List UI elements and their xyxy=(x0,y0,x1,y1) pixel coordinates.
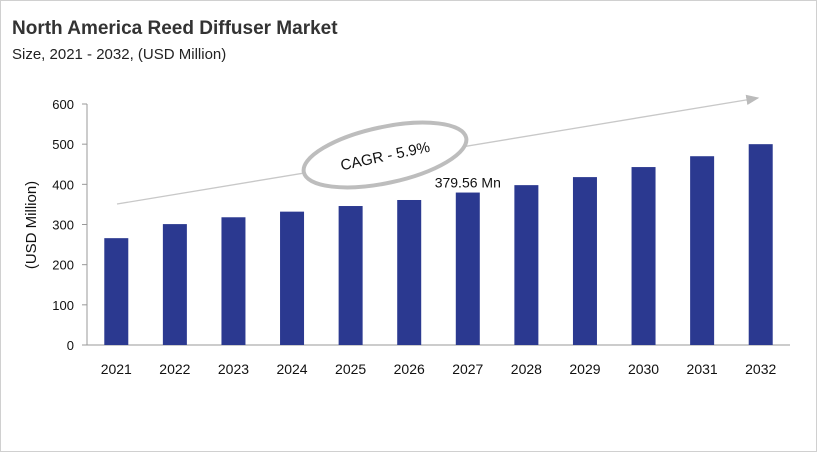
bar-2032 xyxy=(748,144,773,345)
y-tick-label: 200 xyxy=(52,258,74,273)
y-tick-label: 500 xyxy=(52,137,74,152)
x-tick-label: 2024 xyxy=(276,361,307,377)
x-tick-label: 2025 xyxy=(335,361,366,377)
cagr-ellipse xyxy=(301,120,469,190)
x-tick-label: 2028 xyxy=(511,361,542,377)
x-tick-label: 2023 xyxy=(218,361,249,377)
bar-2025 xyxy=(338,206,363,345)
bar-2029 xyxy=(572,177,597,345)
x-tick-label: 2032 xyxy=(745,361,776,377)
bar-2026 xyxy=(397,199,422,345)
data-label: 379.56 Mn xyxy=(435,175,501,191)
y-tick-label: 0 xyxy=(67,338,74,353)
x-tick-label: 2026 xyxy=(394,361,425,377)
bar-2021 xyxy=(104,238,129,345)
chart-title: North America Reed Diffuser Market xyxy=(12,18,338,39)
y-tick-label: 300 xyxy=(52,218,74,233)
bar-2027 xyxy=(455,192,480,345)
y-axis-label: (USD Million) xyxy=(23,181,40,269)
x-tick-label: 2021 xyxy=(101,361,132,377)
bar-2030 xyxy=(631,167,656,345)
x-tick-label: 2031 xyxy=(687,361,718,377)
bar-2022 xyxy=(162,224,187,345)
bar-2023 xyxy=(221,217,246,345)
bar-2028 xyxy=(514,185,539,345)
chart-subtitle: Size, 2021 - 2032, (USD Million) xyxy=(12,46,227,63)
y-tick-label: 100 xyxy=(52,298,74,313)
x-tick-label: 2022 xyxy=(159,361,190,377)
y-tick-label: 600 xyxy=(52,97,74,112)
y-tick-label: 400 xyxy=(52,177,74,192)
x-tick-label: 2027 xyxy=(452,361,483,377)
bar-2024 xyxy=(280,211,305,345)
bar-2031 xyxy=(690,156,715,345)
x-tick-label: 2030 xyxy=(628,361,659,377)
x-tick-label: 2029 xyxy=(569,361,600,377)
